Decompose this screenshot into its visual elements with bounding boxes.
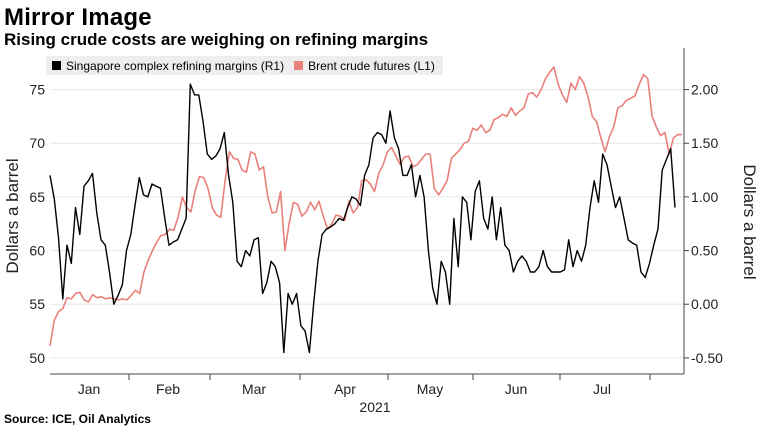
left-tick-50: 50 [29,350,45,366]
month-label-jan: Jan [78,381,101,397]
right-tick-0.50: 0.50 [691,243,718,259]
legend-label-brent: Brent crude futures (L1) [308,58,435,73]
series-line-brent [49,66,682,347]
month-label-jul: Jul [593,381,611,397]
left-tick-70: 70 [29,135,45,151]
legend-swatch-margins [52,61,61,70]
series-line-margins [49,83,676,354]
gridlines [50,89,684,359]
tick-labels: 50 55 60 65 70 75 -0.50 0.00 0.50 1.00 1.50 2.00 Jan… [29,82,723,415]
right-tick-0.00: 0.00 [691,296,718,312]
series-lines [49,66,682,354]
legend-label-margins: Singapore complex refining margins (R1) [66,58,285,73]
left-tick-75: 75 [29,82,45,98]
left-axis-title: Dollars a barrel [3,158,22,273]
left-tick-65: 65 [29,189,45,205]
right-tick-1.00: 1.00 [691,189,718,205]
chart-title: Mirror Image [4,4,152,31]
month-label-jun: Jun [505,381,528,397]
year-label: 2021 [359,399,390,415]
axes [50,48,689,380]
legend-item-margins: Singapore complex refining margins (R1) [52,59,284,73]
left-tick-55: 55 [29,296,45,312]
right-tick-2.00: 2.00 [691,82,718,98]
month-label-may: May [417,381,443,397]
month-label-mar: Mar [242,381,266,397]
right-tick-1.50: 1.50 [691,135,718,151]
left-tick-60: 60 [29,243,45,259]
month-label-feb: Feb [156,381,180,397]
chart-subtitle: Rising crude costs are weighing on refin… [4,30,429,49]
right-axis-title: Dollars a barrel [740,164,759,279]
legend-item-brent: Brent crude futures (L1) [294,59,435,73]
month-label-apr: Apr [334,381,356,397]
legend-swatch-brent [294,61,304,70]
legend: Singapore complex refining margins (R1) … [46,56,443,75]
source-note: Source: ICE, Oil Analytics [4,412,151,426]
right-tick--0.50: -0.50 [691,350,723,366]
